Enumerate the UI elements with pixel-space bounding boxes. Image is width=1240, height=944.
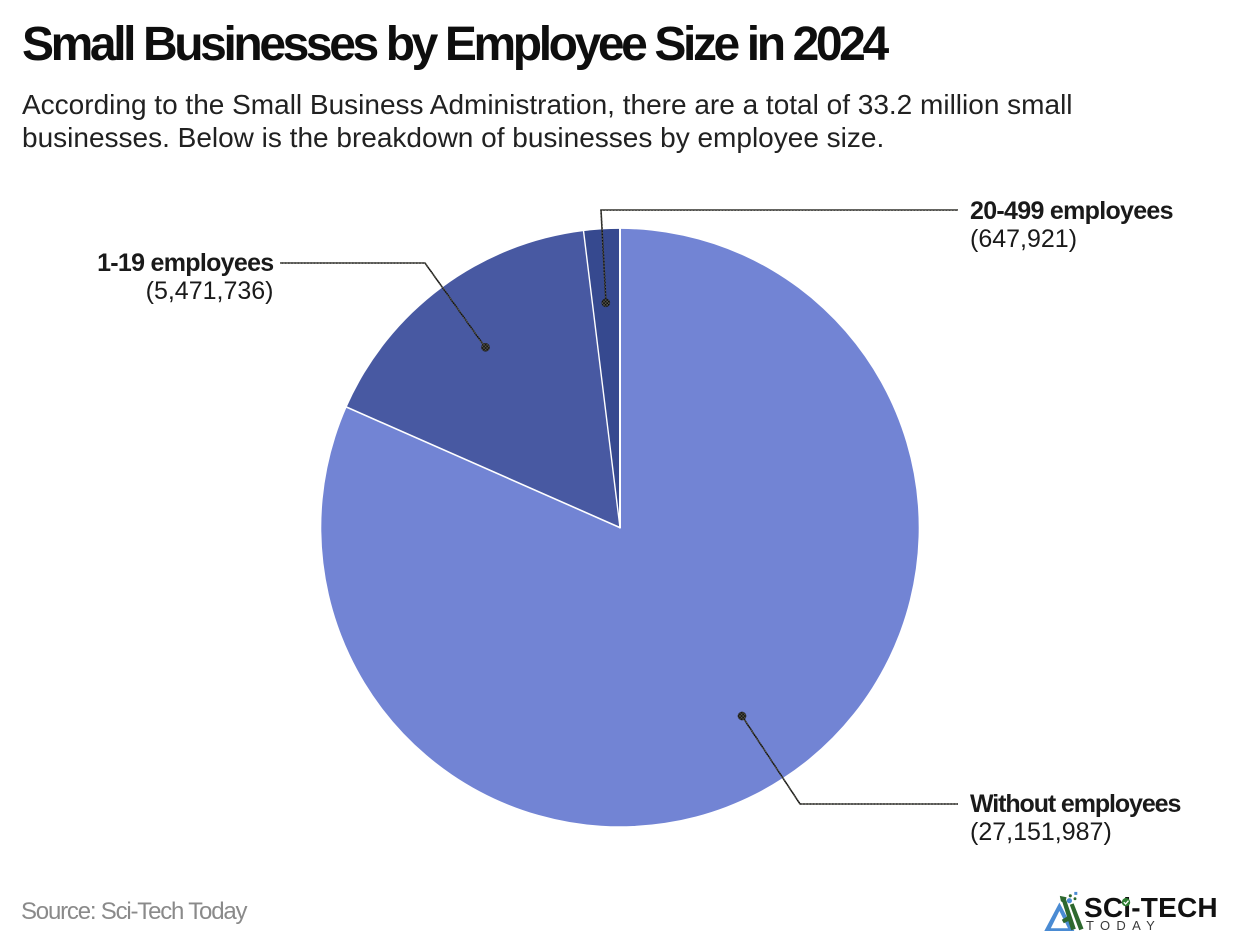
svg-text:TODAY: TODAY	[1086, 918, 1161, 933]
svg-text:SCi-TECH: SCi-TECH	[1084, 892, 1218, 923]
